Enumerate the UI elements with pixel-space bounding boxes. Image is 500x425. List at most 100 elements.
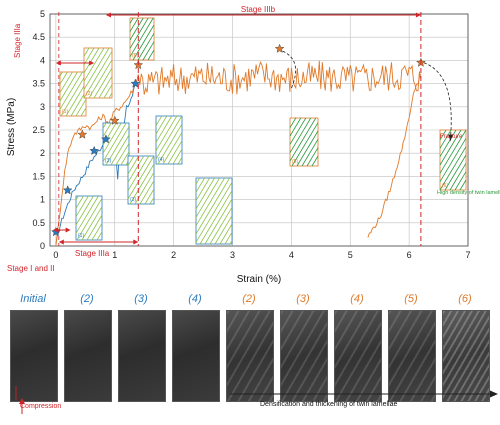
inset-stripe	[155, 115, 173, 143]
data-marker-star	[101, 134, 111, 144]
micrograph-thumbnail	[388, 310, 436, 402]
inset-stripe	[76, 198, 103, 241]
inset-stripe	[454, 171, 467, 191]
inset-stripe	[177, 157, 183, 165]
stage-IIIa-top-arrow-head-left	[55, 60, 61, 66]
x-tick-label: 2	[171, 250, 176, 260]
stage-IIIa-top-arrow-head-right	[89, 60, 95, 66]
stage-IIIb-arrow-head-right	[415, 12, 421, 18]
inset-stripe	[129, 17, 144, 41]
inset-stripe	[75, 195, 94, 226]
inset-stripe	[96, 231, 103, 241]
inset-stripe	[75, 99, 87, 117]
micrograph-thumbnail	[280, 310, 328, 402]
micrograph-strip: Initial (2) (3) (4) (2) (3) (4) (5) (6) Compress…	[0, 290, 500, 423]
micrograph-thumbnail	[442, 310, 490, 402]
stage-I-II-arrow-head-right	[65, 227, 71, 233]
annotation-stage_I_II: Stage I and II	[7, 264, 55, 273]
chart-insets: (1) (2) (1) (3) (3) (4) (6) (5) (6)	[59, 17, 467, 245]
y-tick-label: 3.5	[32, 79, 45, 89]
inset-stripe	[291, 122, 319, 167]
inset-stripe	[83, 47, 95, 65]
thumbnail-label: (2)	[80, 293, 94, 305]
inset-stripe	[137, 33, 155, 61]
inset-stripe	[155, 115, 183, 160]
inset-stripe	[108, 92, 113, 99]
y-axis-label: Stress (MPa)	[6, 98, 17, 156]
inset-stripe	[115, 143, 130, 166]
inset-stripe	[75, 195, 84, 209]
densification-indicator: Densification and thickening of twin lam…	[230, 387, 500, 417]
x-axis-label: Strain (%)	[237, 274, 281, 285]
inset-stripe	[199, 190, 233, 245]
inset-stripe	[289, 117, 302, 137]
inset-stripe	[86, 214, 103, 241]
inset-stripe	[75, 195, 89, 217]
inset-stripe	[60, 74, 87, 117]
inset-stripe	[103, 84, 113, 99]
thumbnail-label: (6)	[458, 293, 472, 305]
inset-stripe	[195, 177, 225, 226]
stage-I-II-arrow-head-left	[52, 227, 58, 233]
y-tick-label: 2.5	[32, 125, 45, 135]
stage-IIIa-bottom-arrow-head-right	[133, 239, 139, 245]
densification-arrow	[230, 390, 498, 398]
inset-box	[289, 117, 319, 167]
inset-stripe	[70, 90, 87, 117]
inset-stripe	[127, 155, 155, 200]
inset-label: (3)	[130, 197, 136, 203]
series-line	[367, 74, 422, 238]
micrograph-thumbnail	[10, 310, 58, 402]
callout-arrow	[423, 62, 452, 140]
inset-stripe	[83, 47, 105, 82]
annotation-stage_IIIb: Stage IIIb	[241, 5, 276, 14]
inset-label: (2)	[86, 91, 92, 97]
inset-stripe	[195, 177, 210, 201]
inset-stripe	[129, 17, 134, 24]
inset-stripe	[59, 71, 68, 85]
inset-stripe	[439, 138, 467, 182]
inset-stripe	[129, 17, 139, 32]
inset-stripe	[439, 146, 467, 191]
x-tick-label: 6	[407, 250, 412, 260]
thumbnail-label: (3)	[296, 293, 310, 305]
inset-label: (4)	[158, 157, 164, 163]
inset-stripe	[129, 17, 149, 49]
y-tick-label: 3	[40, 102, 45, 112]
compression-indicator: Compression	[6, 384, 96, 420]
data-marker-star	[77, 129, 88, 139]
thumbnail-label: (5)	[404, 293, 418, 305]
inset-stripe	[224, 232, 233, 245]
inset-stripe	[83, 47, 110, 90]
stage-IIIb-arrow-head-left	[105, 12, 111, 18]
inset-stripe	[195, 182, 233, 243]
inset-stripe	[88, 59, 113, 99]
compression-label: Compression	[20, 403, 62, 410]
inset-stripe	[195, 177, 230, 235]
data-marker-star	[274, 43, 285, 53]
compression-arrow	[15, 384, 25, 414]
inset-stripe	[209, 207, 233, 245]
inset-stripe	[75, 195, 99, 234]
data-marker-star	[89, 145, 99, 155]
inset-stripe	[65, 82, 87, 117]
inset-stripe	[149, 197, 155, 205]
y-tick-label: 4	[40, 55, 45, 65]
inset-stripe	[214, 215, 233, 245]
series-line	[55, 60, 422, 247]
inset-stripe	[444, 154, 467, 191]
micrograph-thumbnail	[226, 310, 274, 402]
inset-stripe	[195, 177, 205, 193]
inset-stripe	[301, 139, 319, 167]
stage-IIIa-bottom-arrow-head-left	[58, 239, 64, 245]
callout-arrowhead	[448, 134, 453, 142]
plot-frame	[49, 13, 469, 247]
inset-stripe	[439, 129, 462, 166]
data-marker-star	[130, 78, 141, 88]
inset-label: (1)	[78, 233, 84, 239]
inset-stripe	[439, 129, 457, 157]
inset-stripe	[59, 71, 83, 110]
inset-stripe	[229, 240, 233, 245]
inset-stripe	[439, 129, 447, 141]
inset-stripe	[157, 123, 183, 165]
